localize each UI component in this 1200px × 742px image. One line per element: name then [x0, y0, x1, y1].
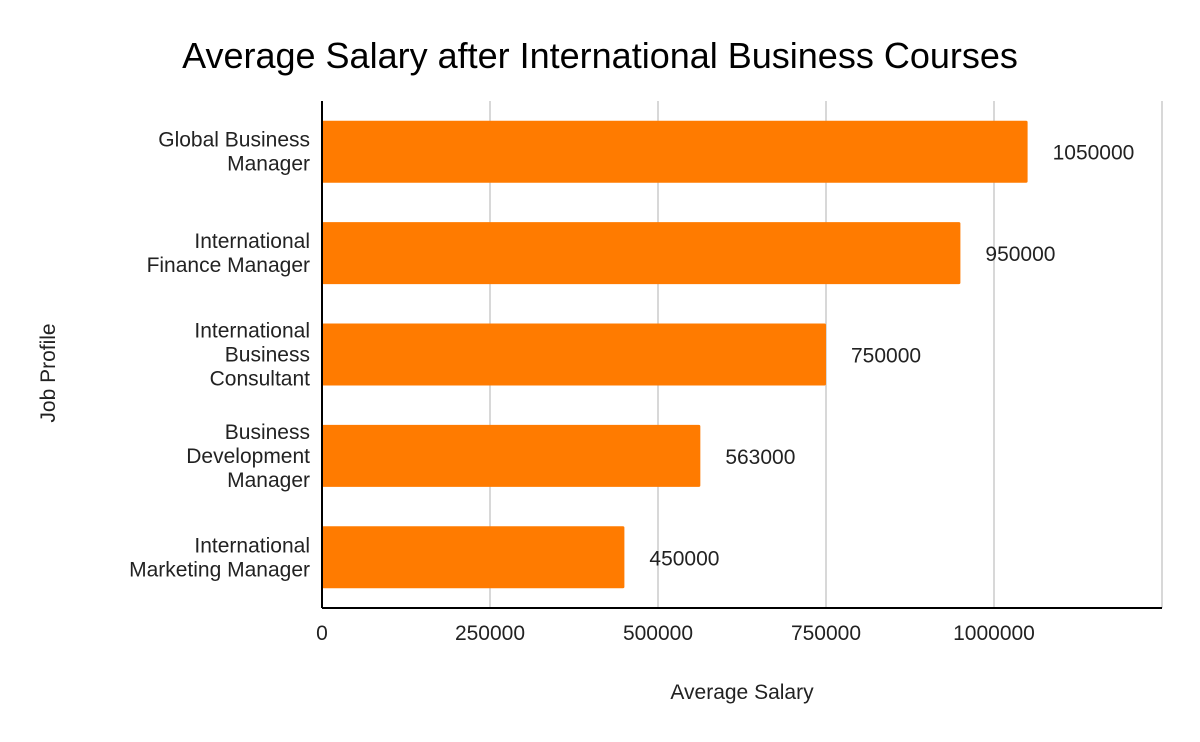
chart-title: Average Salary after International Busin… — [182, 35, 1018, 76]
category-label-line: International — [194, 230, 310, 253]
data-labels: 1050000 950000 750000 563000 450000 — [649, 142, 1134, 571]
bar-value-label: 450000 — [649, 547, 719, 570]
category-label: Global Business Manager — [158, 129, 310, 176]
bar-value-label: 563000 — [725, 446, 795, 469]
bars — [322, 120, 1028, 589]
bar — [322, 323, 826, 386]
bar-value-label: 1050000 — [1053, 142, 1135, 165]
category-label: Business Development Manager — [186, 421, 310, 492]
category-label: International Finance Manager — [147, 230, 310, 277]
x-tick-label: 250000 — [455, 622, 525, 645]
bar — [322, 526, 625, 589]
category-label-line: International — [194, 320, 310, 343]
bar-value-label: 950000 — [985, 243, 1055, 266]
category-label: International Business Consultant — [194, 320, 310, 391]
axes — [321, 101, 1162, 609]
bar — [322, 424, 701, 487]
y-axis-title: Job Profile — [37, 323, 60, 422]
x-tick-label: 0 — [316, 622, 328, 645]
bar — [322, 222, 961, 285]
category-label-line: Manager — [227, 469, 310, 492]
x-tick-label: 750000 — [791, 622, 861, 645]
category-label-line: Business — [225, 421, 310, 444]
category-label-line: Finance Manager — [147, 254, 310, 277]
bar-value-label: 750000 — [851, 345, 921, 368]
category-label-line: International — [194, 534, 310, 557]
x-tick-label: 500000 — [623, 622, 693, 645]
category-label-line: Global Business — [158, 129, 310, 152]
category-label-line: Business — [225, 344, 310, 367]
bar — [322, 120, 1028, 183]
x-tick-labels: 0 250000 500000 750000 1000000 — [316, 622, 1035, 645]
category-label: International Marketing Manager — [129, 534, 310, 581]
x-tick-label: 1000000 — [953, 622, 1035, 645]
x-axis-title: Average Salary — [670, 681, 814, 704]
category-label-line: Development — [186, 445, 310, 468]
category-label-line: Consultant — [210, 368, 311, 391]
category-label-line: Manager — [227, 153, 310, 176]
category-label-line: Marketing Manager — [129, 558, 310, 581]
